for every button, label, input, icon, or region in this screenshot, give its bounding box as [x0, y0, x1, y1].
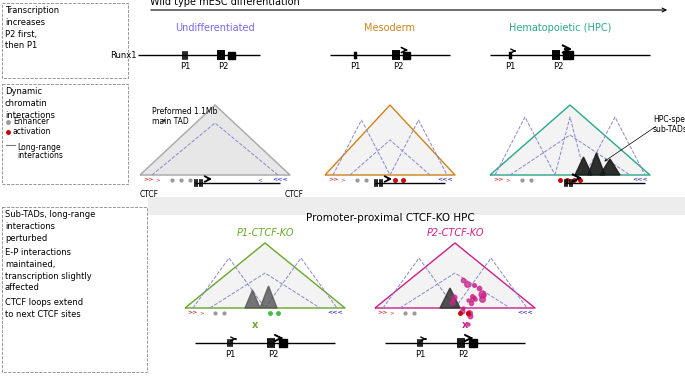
- Text: P2: P2: [458, 350, 468, 359]
- Text: Mesoderm: Mesoderm: [364, 23, 416, 33]
- Text: >: >: [200, 310, 204, 315]
- Text: Runx1: Runx1: [110, 50, 137, 60]
- Text: <<<: <<<: [517, 310, 533, 315]
- Text: P2: P2: [553, 62, 563, 71]
- Text: Preformed 1.1Mb
main TAD: Preformed 1.1Mb main TAD: [152, 107, 217, 127]
- Text: E-P interactions
maintained,
transcription slightly
affected: E-P interactions maintained, transcripti…: [5, 248, 92, 293]
- Text: P1: P1: [350, 62, 360, 71]
- Text: P2: P2: [218, 62, 228, 71]
- Text: P2: P2: [393, 62, 403, 71]
- Text: HPC-specific
sub-TADs: HPC-specific sub-TADs: [653, 115, 685, 135]
- Text: activation: activation: [13, 127, 51, 136]
- Text: Sub-TADs, long-range
interactions
perturbed: Sub-TADs, long-range interactions pertur…: [5, 210, 95, 243]
- Text: CTCF: CTCF: [140, 190, 159, 199]
- Polygon shape: [148, 197, 685, 215]
- FancyBboxPatch shape: [2, 207, 147, 372]
- Text: >: >: [506, 177, 510, 183]
- Text: P2: P2: [268, 350, 278, 359]
- Text: x: x: [462, 320, 468, 330]
- Text: x: x: [252, 320, 258, 330]
- Polygon shape: [279, 339, 287, 347]
- Text: Undifferentiated: Undifferentiated: [175, 23, 255, 33]
- Text: >>: >>: [493, 177, 503, 183]
- Text: CTCF loops extend
to next CTCF sites: CTCF loops extend to next CTCF sites: [5, 298, 83, 319]
- Text: >: >: [155, 177, 160, 183]
- Text: P1: P1: [179, 62, 190, 71]
- Text: Wild type mESC differentiation: Wild type mESC differentiation: [150, 0, 300, 7]
- Polygon shape: [575, 157, 592, 175]
- Polygon shape: [403, 52, 410, 58]
- Polygon shape: [260, 286, 277, 308]
- Polygon shape: [245, 290, 260, 308]
- Polygon shape: [469, 339, 477, 347]
- Text: >>: >>: [187, 310, 197, 315]
- Text: <<<: <<<: [437, 177, 453, 183]
- Text: Promoter-proximal CTCF-KO HPC: Promoter-proximal CTCF-KO HPC: [306, 213, 475, 223]
- Text: P1-CTCF-KO: P1-CTCF-KO: [236, 228, 294, 238]
- Text: >>: >>: [143, 177, 153, 183]
- Text: Enhancer: Enhancer: [13, 117, 49, 127]
- Text: <: <: [258, 177, 262, 183]
- Text: P2-CTCF-KO: P2-CTCF-KO: [426, 228, 484, 238]
- Text: P1: P1: [415, 350, 425, 359]
- Text: >: >: [340, 177, 345, 183]
- Polygon shape: [588, 153, 605, 175]
- Polygon shape: [375, 243, 535, 308]
- Polygon shape: [140, 105, 290, 175]
- Text: P1: P1: [225, 350, 235, 359]
- Polygon shape: [490, 105, 650, 175]
- Text: <<<: <<<: [632, 177, 648, 183]
- Text: >>: >>: [377, 310, 388, 315]
- Text: >>: >>: [328, 177, 338, 183]
- FancyBboxPatch shape: [2, 3, 128, 78]
- Polygon shape: [600, 159, 620, 175]
- Text: <<<: <<<: [272, 177, 288, 183]
- Text: >: >: [390, 310, 395, 315]
- Text: Dynamic
chromatin
interactions: Dynamic chromatin interactions: [5, 87, 55, 120]
- FancyBboxPatch shape: [2, 84, 128, 184]
- Text: Long-range: Long-range: [17, 143, 61, 152]
- Polygon shape: [440, 288, 460, 308]
- Text: interactions: interactions: [17, 151, 63, 160]
- Text: CTCF: CTCF: [285, 190, 304, 199]
- Text: P1: P1: [505, 62, 515, 71]
- Text: Hematopoietic (HPC): Hematopoietic (HPC): [509, 23, 611, 33]
- Text: <<<: <<<: [327, 310, 342, 315]
- Polygon shape: [563, 51, 573, 59]
- Polygon shape: [325, 105, 455, 175]
- Polygon shape: [185, 243, 345, 308]
- Text: Transcription
increases
P2 first,
then P1: Transcription increases P2 first, then P…: [5, 6, 59, 50]
- Polygon shape: [228, 52, 235, 58]
